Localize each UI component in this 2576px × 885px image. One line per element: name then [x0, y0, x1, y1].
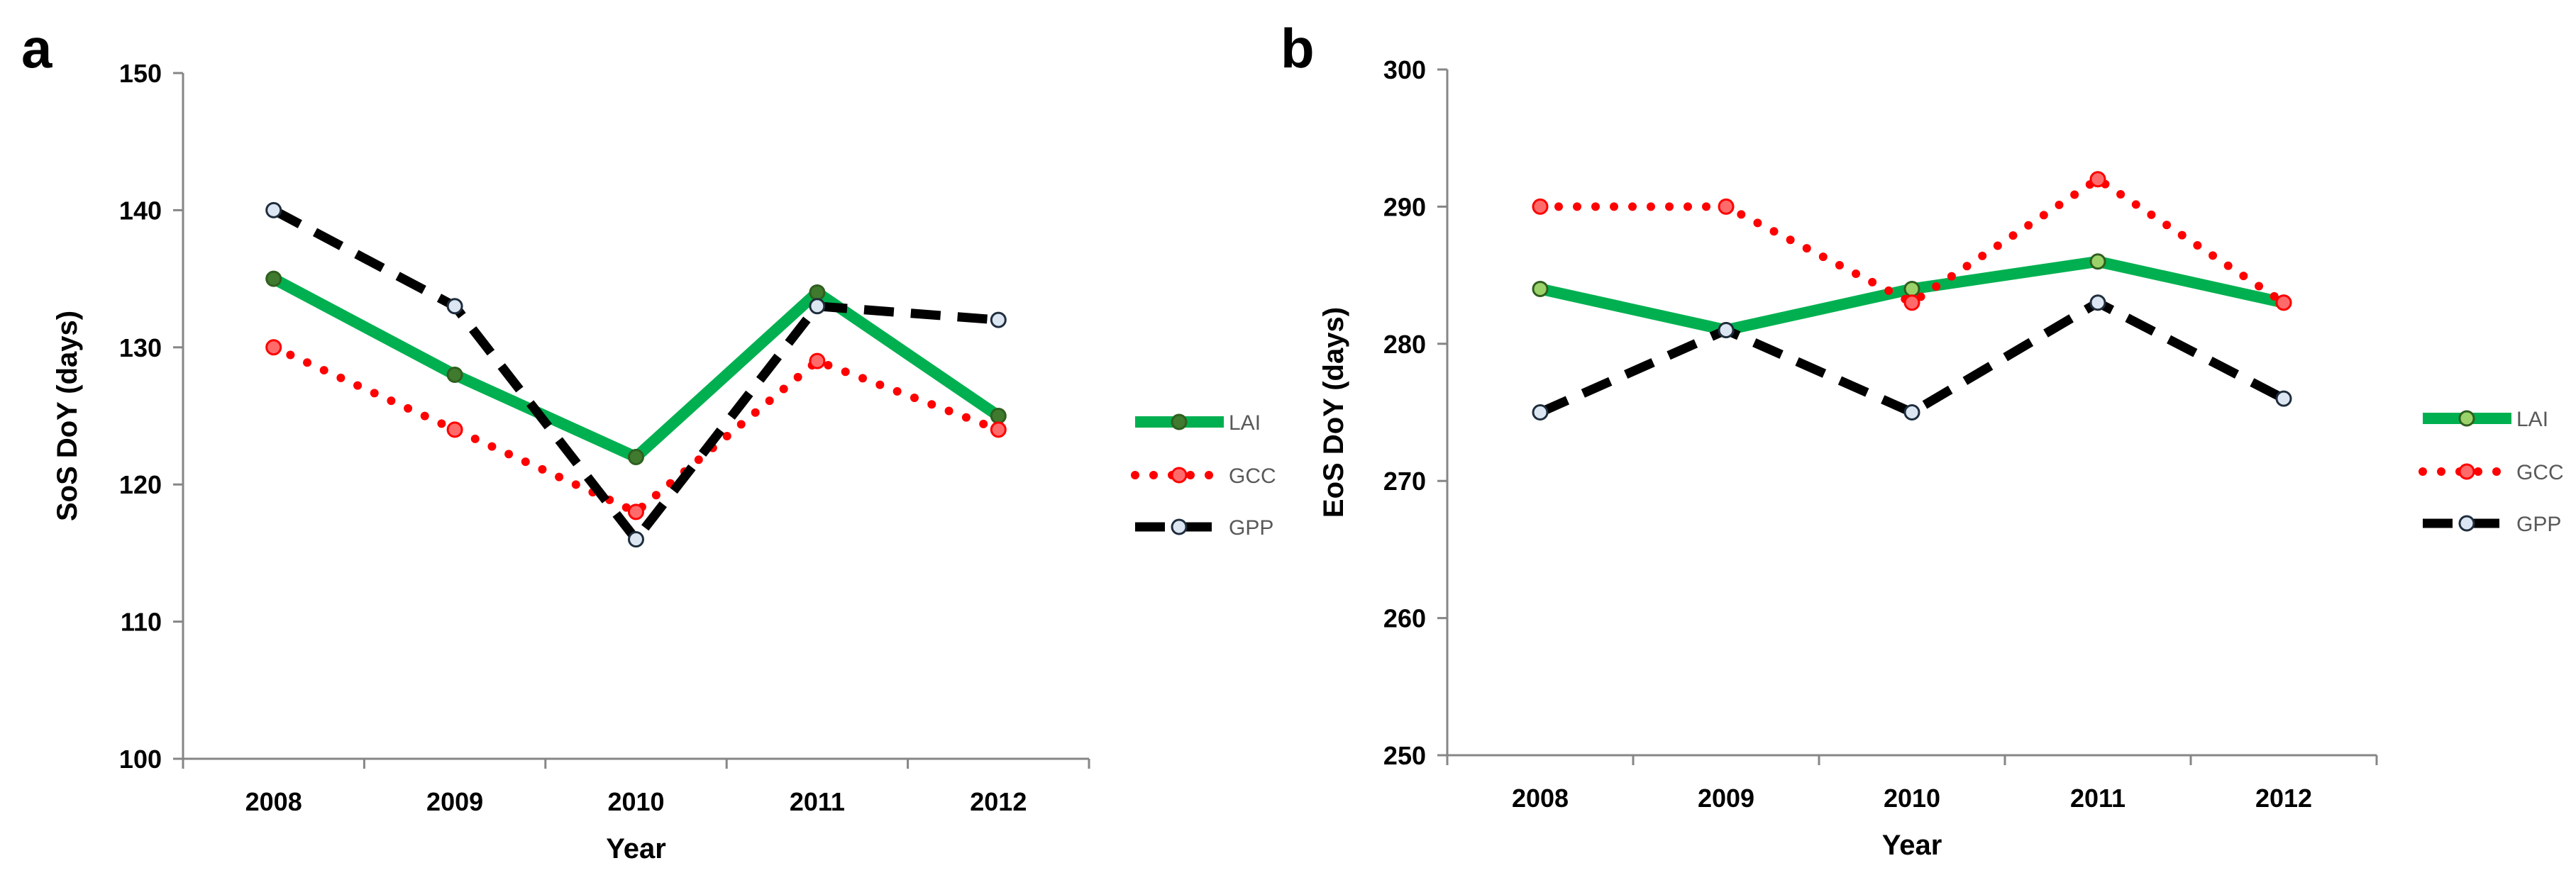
legend-marker-gcc	[2458, 463, 2475, 480]
y-axis-title: EoS DoY (days)	[1318, 307, 1349, 518]
point-lai-2008	[265, 270, 282, 287]
legend-label-gpp: GPP	[2516, 513, 2561, 536]
point-gpp-2008	[1532, 404, 1549, 421]
legend-marker-lai	[2458, 410, 2475, 427]
series-line-gpp	[271, 206, 999, 545]
point-lai-2008	[1532, 280, 1549, 297]
point-gcc-2008	[265, 339, 282, 356]
point-gpp-2011	[2089, 294, 2106, 311]
point-gcc-2011	[809, 352, 826, 369]
point-gcc-2010	[1903, 294, 1920, 311]
y-tick-label: 270	[1383, 467, 1426, 496]
point-lai-2010	[628, 449, 644, 466]
x-tick-label: 2009	[1698, 784, 1754, 813]
x-axis-title: Year	[606, 833, 666, 864]
point-gcc-2010	[628, 503, 644, 521]
legend-label-gcc: GCC	[2516, 461, 2564, 484]
y-tick-label: 120	[119, 470, 162, 499]
legend-marker-gpp	[2458, 515, 2475, 532]
x-tick-label: 2012	[2255, 784, 2312, 813]
point-gcc-2012	[990, 421, 1007, 438]
point-gpp-2009	[1718, 321, 1735, 338]
y-tick-label: 260	[1383, 604, 1426, 633]
y-tick-label: 150	[119, 59, 162, 88]
y-axis-title: SoS DoY (days)	[52, 311, 83, 521]
x-tick-label: 2011	[2070, 784, 2126, 813]
x-tick-label: 2008	[245, 787, 302, 816]
point-gpp-2012	[990, 311, 1007, 328]
chart-panel-b: 250 260 270 280 290 300 2008 2009 2010 2011 2012 Ye…	[1318, 55, 2564, 861]
legend-marker-lai	[1171, 413, 1188, 430]
y-tick-label: 100	[119, 745, 162, 774]
legend-label-lai: LAI	[2516, 408, 2548, 431]
x-tick-label: 2011	[790, 787, 845, 816]
series-line-gcc	[269, 343, 1003, 516]
point-lai-2012	[990, 408, 1007, 424]
y-tick-label: 140	[119, 196, 162, 225]
series-line-lai	[270, 274, 1002, 463]
point-gpp-2009	[446, 298, 463, 315]
point-gpp-2010	[628, 531, 644, 548]
x-tick-label: 2009	[426, 787, 483, 816]
point-gcc-2011	[2089, 171, 2106, 188]
point-gpp-2012	[2275, 390, 2292, 407]
legend-label-gpp: GPP	[1229, 516, 1273, 540]
point-gpp-2011	[809, 298, 826, 315]
y-tick-label: 300	[1383, 55, 1426, 84]
x-tick-label: 2010	[1884, 784, 1940, 813]
legend-marker-gcc	[1171, 467, 1188, 484]
point-lai-2011	[2089, 253, 2106, 270]
y-tick-label: 280	[1383, 330, 1426, 359]
y-tick-label: 250	[1383, 741, 1426, 770]
x-tick-label: 2008	[1512, 784, 1569, 813]
legend-label-lai: LAI	[1229, 411, 1261, 435]
point-lai-2011	[809, 284, 826, 301]
legend-marker-gpp	[1171, 518, 1188, 535]
point-gcc-2009	[446, 421, 463, 438]
x-tick-label: 2010	[607, 787, 664, 816]
point-gpp-2010	[1903, 404, 1920, 421]
x-tick-label: 2012	[970, 787, 1027, 816]
panel-label-a: a	[21, 17, 52, 79]
panel-label-b: b	[1281, 17, 1315, 79]
point-gcc-2012	[2275, 294, 2292, 311]
chart-panel-a: 100 110 120 130 140 150 2008 2009 2010 2011 2012 Ye…	[52, 59, 1276, 864]
y-tick-label: 290	[1383, 192, 1426, 221]
point-lai-2009	[446, 366, 463, 383]
y-tick-label: 130	[119, 333, 162, 362]
point-lai-2010	[1903, 280, 1920, 297]
y-tick-label: 110	[121, 608, 162, 637]
point-gpp-2008	[265, 201, 282, 218]
x-axis-title: Year	[1882, 830, 1942, 861]
legend-label-gcc: GCC	[1229, 464, 1276, 488]
point-gcc-2009	[1718, 198, 1735, 215]
point-gcc-2008	[1532, 198, 1549, 215]
